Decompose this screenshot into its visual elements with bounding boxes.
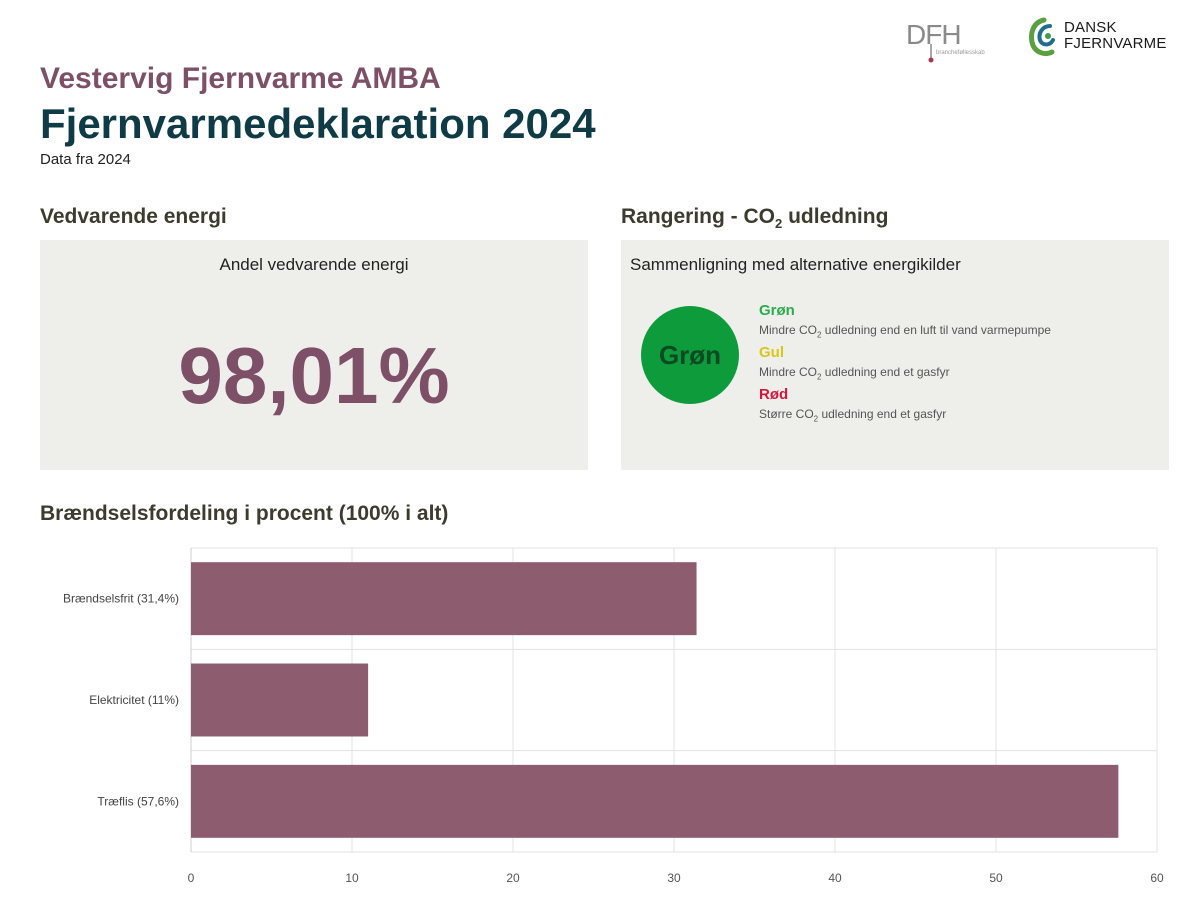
bar (191, 562, 697, 636)
legend-red-desc: Større CO2 udledning end et gasfyr (759, 407, 946, 423)
x-tick-label: 10 (345, 871, 359, 885)
renewable-value: 98,01% (178, 331, 450, 420)
dfh-dot-icon (928, 57, 934, 63)
co2-panel: Sammenligning med alternative energikild… (621, 240, 1169, 470)
wordmark-line1: DANSK (1064, 19, 1117, 36)
x-tick-label: 20 (506, 871, 520, 885)
legend-green-desc: Mindre CO2 udledning end en luft til van… (759, 323, 1051, 339)
wordmark-line2: FJERNVARME (1064, 35, 1167, 52)
x-tick-label: 50 (989, 871, 1003, 885)
category-label: Brændselsfrit (31,4%) (63, 592, 179, 606)
bar (191, 764, 1119, 838)
category-label: Elektricitet (11%) (89, 693, 179, 707)
page-title: Fjernvarmedeklaration 2024 (40, 100, 596, 147)
legend-green-title: Grøn (759, 302, 795, 319)
legend-yellow-title: Gul (759, 344, 784, 361)
legend-red-desc-post: udledning end et gasfyr (818, 407, 947, 421)
bar (191, 663, 369, 737)
x-tick-label: 0 (188, 871, 195, 885)
legend-green-desc-pre: Mindre CO (759, 323, 818, 337)
legend-green-desc-sub: 2 (817, 330, 822, 340)
legend-yellow-desc-sub: 2 (817, 372, 822, 382)
dfh-logo-mark: DFH brancheføllesskab (906, 19, 985, 63)
organization-name: Vestervig Fjernvarme AMBA (40, 62, 441, 95)
co2-heading: Rangering - CO2 udledning (621, 205, 888, 231)
dfh-logo-tagline: brancheføllesskab (936, 50, 985, 56)
x-tick-label: 30 (667, 871, 681, 885)
category-label: Træflis (57,6%) (97, 794, 179, 808)
fuel-bar-chart: 0 10 20 30 40 50 60 Brændselsfrit (31,4%) Elektr… (63, 547, 1164, 885)
co2-caption: Sammenligning med alternative energikild… (630, 255, 961, 274)
legend-red-title: Rød (759, 386, 789, 403)
dansk-fjernvarme-wordmark: DANSK FJERNVARME (1064, 20, 1167, 52)
co2-heading-post: udledning (782, 205, 889, 228)
legend-green-desc-post: udledning end en luft til vand varmepump… (821, 323, 1051, 337)
co2-rating-badge: Grøn (641, 306, 739, 404)
legend-red-desc-sub: 2 (813, 414, 819, 424)
page-subtitle: Data fra 2024 (40, 151, 131, 168)
renewable-heading: Vedvarende energi (40, 205, 227, 228)
renewable-panel: Andel vedvarende energi 98,01% (40, 240, 588, 470)
swirl-icon (1029, 17, 1055, 57)
dfh-logo: DFH brancheføllesskab (904, 14, 1004, 64)
x-tick-label: 60 (1150, 871, 1164, 885)
co2-heading-sub: 2 (775, 216, 783, 232)
legend-red-desc-pre: Større CO (759, 407, 814, 421)
co2-heading-pre: Rangering - CO (621, 205, 776, 228)
legend-yellow-desc-post: udledning end et gasfyr (821, 365, 950, 379)
dfh-logo-letters: DFH (906, 19, 961, 50)
legend-yellow-desc-pre: Mindre CO (759, 365, 818, 379)
x-tick-label: 40 (828, 871, 842, 885)
renewable-caption: Andel vedvarende energi (219, 255, 409, 274)
legend-yellow-desc: Mindre CO2 udledning end et gasfyr (759, 365, 950, 381)
dansk-fjernvarme-logo: DANSK FJERNVARME (1028, 16, 1178, 60)
fuel-heading: Brændselsfordeling i procent (100% i alt… (40, 502, 449, 525)
